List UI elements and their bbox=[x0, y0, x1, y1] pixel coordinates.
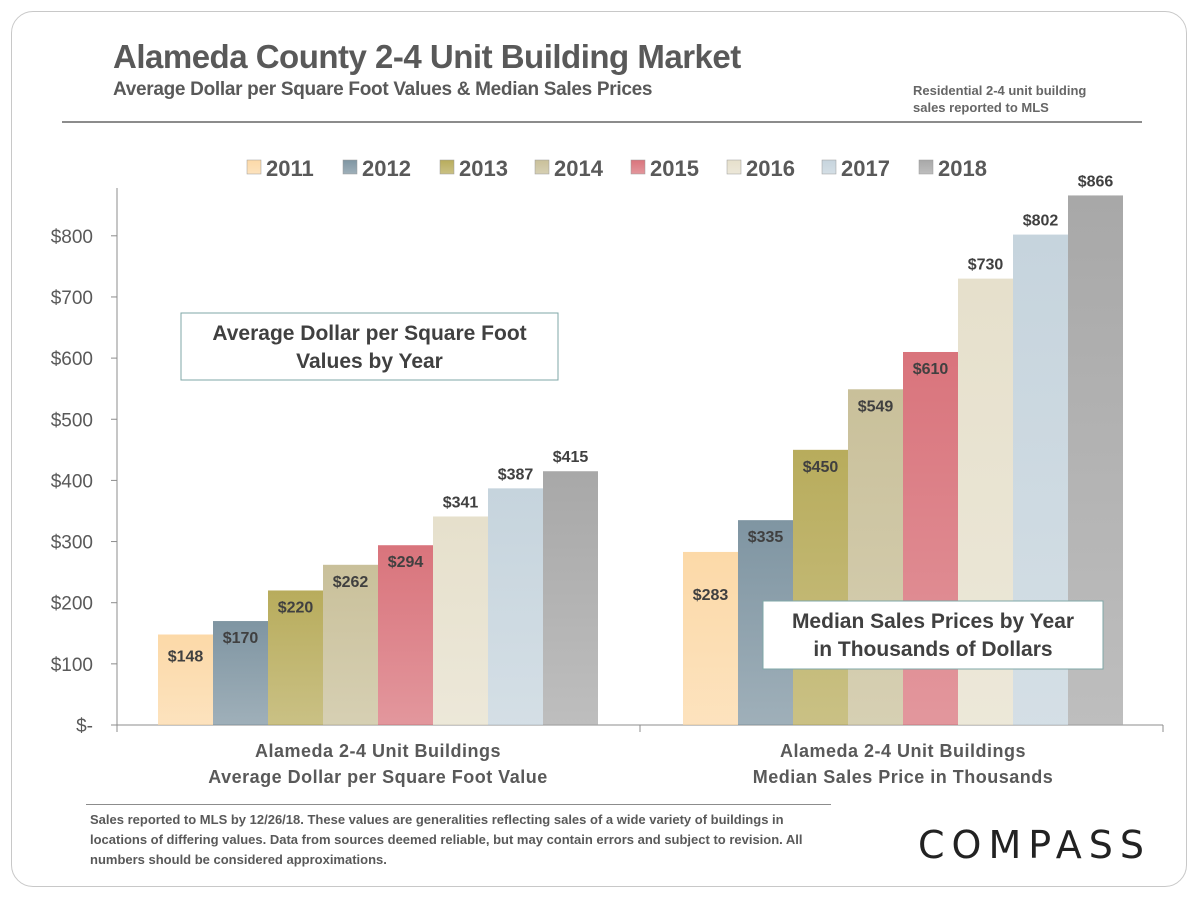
data-label: $220 bbox=[278, 599, 314, 616]
y-tick-label: $600 bbox=[51, 349, 93, 370]
source-note: Residential 2-4 unit building sales repo… bbox=[913, 83, 1087, 115]
category-label: Alameda 2-4 Unit Buildings bbox=[255, 741, 501, 761]
bar-2011 bbox=[158, 634, 213, 725]
annotation-text: in Thousands of Dollars bbox=[813, 638, 1052, 661]
data-label: $415 bbox=[553, 449, 589, 466]
bar-2015 bbox=[378, 545, 433, 725]
data-label: $294 bbox=[388, 554, 424, 571]
data-label: $549 bbox=[858, 398, 894, 415]
legend-label-2017: 2017 bbox=[841, 156, 890, 181]
bar-2012 bbox=[213, 621, 268, 725]
page-title: Alameda County 2-4 Unit Building Market bbox=[113, 38, 741, 75]
category-label: Alameda 2-4 Unit Buildings bbox=[780, 741, 1026, 761]
legend-swatch-2013 bbox=[439, 159, 455, 175]
y-tick-label: $500 bbox=[51, 410, 93, 431]
legend-swatch-2016 bbox=[726, 159, 742, 175]
data-label: $148 bbox=[168, 648, 204, 665]
bar-2017 bbox=[488, 488, 543, 725]
legend-swatch-2017 bbox=[821, 159, 837, 175]
annotation-box bbox=[180, 312, 559, 381]
legend-label-2011: 2011 bbox=[266, 156, 314, 181]
legend-label-2016: 2016 bbox=[746, 156, 795, 181]
annotation-box bbox=[762, 600, 1104, 670]
y-tick-label: $700 bbox=[51, 288, 93, 309]
legend-label-2015: 2015 bbox=[650, 156, 699, 181]
data-label: $335 bbox=[748, 529, 784, 546]
footnote-divider bbox=[86, 804, 831, 805]
data-label: $730 bbox=[968, 257, 1004, 274]
legend-label-2018: 2018 bbox=[938, 156, 987, 181]
bar-2013 bbox=[793, 449, 848, 725]
bar-2011 bbox=[683, 551, 738, 725]
title-divider bbox=[62, 121, 1142, 123]
legend-swatch-2011 bbox=[246, 159, 262, 175]
bar-2016 bbox=[433, 516, 488, 725]
legend-swatch-2012 bbox=[342, 159, 358, 175]
legend-swatch-2014 bbox=[534, 159, 550, 175]
data-label: $387 bbox=[498, 466, 534, 483]
data-label: $450 bbox=[803, 459, 839, 476]
footnote: Sales reported to MLS by 12/26/18. These… bbox=[90, 812, 803, 867]
data-label: $610 bbox=[913, 361, 949, 378]
y-tick-label: $100 bbox=[51, 655, 93, 676]
y-tick-label: $800 bbox=[51, 227, 93, 248]
bar-2018 bbox=[543, 471, 598, 725]
data-label: $802 bbox=[1023, 213, 1059, 230]
legend-label-2012: 2012 bbox=[362, 156, 411, 181]
legend-swatch-2015 bbox=[630, 159, 646, 175]
annotation-text: Median Sales Prices by Year bbox=[792, 610, 1074, 633]
category-label: Average Dollar per Square Foot Value bbox=[208, 767, 547, 787]
annotation-text: Average Dollar per Square Foot bbox=[212, 322, 526, 345]
y-tick-label: $- bbox=[76, 716, 93, 737]
data-label: $283 bbox=[693, 587, 729, 604]
annotation-text: Values by Year bbox=[296, 350, 443, 373]
data-label: $866 bbox=[1078, 173, 1114, 190]
y-tick-label: $200 bbox=[51, 594, 93, 615]
legend-label-2013: 2013 bbox=[459, 156, 508, 181]
category-label: Median Sales Price in Thousands bbox=[753, 767, 1054, 787]
page-subtitle: Average Dollar per Square Foot Values & … bbox=[113, 79, 653, 100]
data-label: $170 bbox=[223, 630, 259, 647]
bar-2013 bbox=[268, 590, 323, 725]
data-label: $341 bbox=[443, 494, 479, 511]
data-label: $262 bbox=[333, 574, 369, 591]
compass-logo: COMPASS bbox=[918, 823, 1151, 867]
y-tick-label: $400 bbox=[51, 471, 93, 492]
bar-2014 bbox=[848, 389, 903, 725]
legend-label-2014: 2014 bbox=[554, 156, 604, 181]
legend-swatch-2018 bbox=[918, 159, 934, 175]
y-tick-label: $300 bbox=[51, 533, 93, 554]
bar-2014 bbox=[323, 564, 378, 725]
